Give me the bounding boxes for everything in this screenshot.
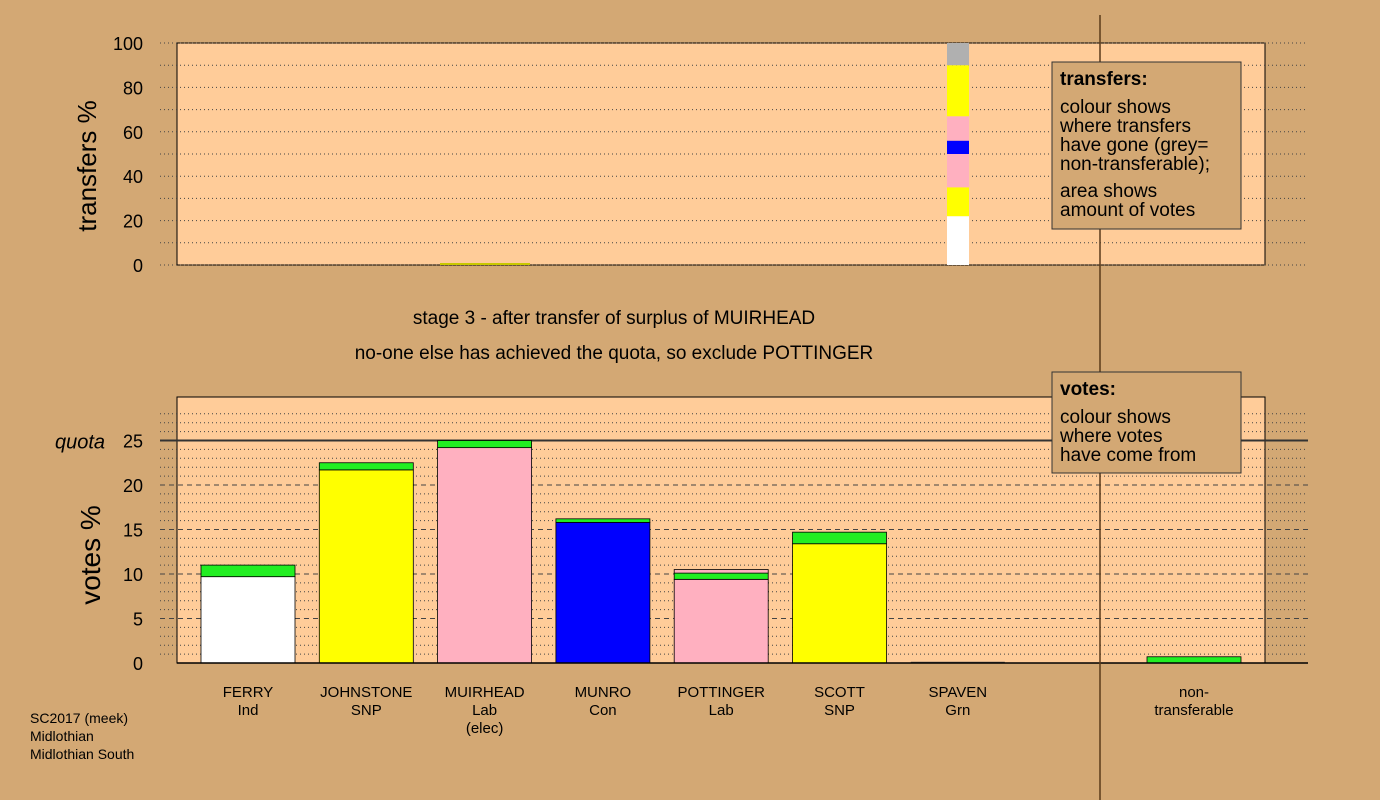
vote-bar-muirhead [437,447,533,664]
vote-bar-increment-ferry [200,564,296,578]
candidate-name: JOHNSTONE [320,684,412,701]
candidate-labels: FERRYIndJOHNSTONESNPMUIRHEADLab(elec)MUN… [223,684,1234,737]
vote-bar-non-transferable [1146,656,1242,664]
candidate-name: FERRY [223,684,274,701]
candidate-name: POTTINGER [677,684,765,701]
transfer-segment [947,216,969,265]
candidate-party: Lab [472,702,497,719]
quota-label: quota [55,432,105,454]
transfers-legend-line: non-transferable); [1060,154,1210,175]
candidate-party: SNP [351,702,382,719]
non-transferable-label: non- [1179,684,1209,701]
votes-legend-line: have come from [1060,445,1196,466]
transfers-y-tick: 100 [113,34,143,54]
votes-legend: votes: colour shows where votes have com… [1051,371,1242,474]
vote-bar-munro [555,521,651,664]
transfers-legend-line: area shows [1060,181,1157,202]
vote-bar-increment-pottinger [673,572,769,580]
transfer-segment [947,65,969,117]
transfers-legend-line: have gone (grey= [1060,135,1208,156]
vote-bar-increment-muirhead [437,440,533,449]
candidate-name: SPAVEN [928,684,987,701]
transfers-y-tick: 20 [123,212,143,232]
transfer-segment [947,140,969,154]
candidate-party: SNP [824,702,855,719]
transfers-y-axis-label: transfers % [72,100,102,232]
transfers-y-tick: 40 [123,167,143,187]
vote-bar-ferry [200,576,296,664]
vote-bar-increment-pottinger [673,569,769,574]
votes-y-tick: 25 [123,432,143,452]
vote-bars [200,440,1242,664]
transfers-legend-box [1051,61,1242,230]
votes-y-tick: 10 [123,565,143,585]
votes-y-tick: 0 [133,654,143,674]
transfers-y-tick: 80 [123,78,143,98]
candidate-name: SCOTT [814,684,865,701]
transfers-legend: transfers: colour shows where transfers … [1051,61,1242,230]
votes-y-tick: 5 [133,610,143,630]
footer-election: SC2017 (meek) [30,710,128,726]
candidate-party: Con [589,702,617,719]
candidate-party: Lab [709,702,734,719]
votes-y-axis-label: votes % [75,505,106,605]
transfer-segment [947,43,969,66]
vote-bar-increment-scott [792,531,887,545]
vote-bar-increment-munro [555,518,651,523]
candidate-status: (elec) [466,720,504,737]
transfers-y-ticks: 0 20 40 60 80 100 [113,34,143,276]
vote-bar-increment-johnstone [318,462,414,471]
transfers-legend-title: transfers: [1060,69,1148,90]
footer-council: Midlothian [30,728,94,744]
stage-message: stage 3 - after transfer of surplus of M… [413,308,815,329]
candidate-name: MUIRHEAD [445,684,525,701]
exclusion-message: no-one else has achieved the quota, so e… [355,343,874,364]
votes-y-tick: 15 [123,521,143,541]
votes-y-ticks: 0 5 10 15 20 25 [123,432,143,675]
transfers-y-tick: 0 [133,256,143,276]
transfers-legend-line: amount of votes [1060,200,1195,221]
vote-bar-pottinger [673,578,769,664]
transfer-segment [947,154,969,188]
vote-bar-johnstone [318,469,414,664]
footer-ward: Midlothian South [30,746,134,762]
votes-legend-line: where votes [1059,426,1162,447]
transfer-segment [947,187,969,217]
candidate-party: Grn [945,702,970,719]
non-transferable-label: transferable [1154,702,1233,719]
vote-bar-scott [792,543,887,664]
transfers-legend-line: colour shows [1060,97,1171,118]
transfers-legend-line: where transfers [1059,116,1191,137]
transfer-segment [947,116,969,141]
votes-legend-box [1051,371,1242,474]
transfer-bar [947,43,969,265]
transfers-y-tick: 60 [123,123,143,143]
votes-y-tick: 20 [123,476,143,496]
candidate-party: Ind [238,702,259,719]
votes-legend-line: colour shows [1060,407,1171,428]
candidate-name: MUNRO [575,684,632,701]
votes-legend-title: votes: [1060,379,1116,400]
